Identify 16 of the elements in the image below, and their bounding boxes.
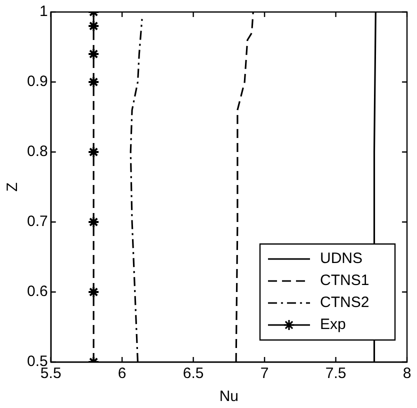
x-tick-label: 7 [260,365,269,382]
legend-label: CTNS2 [320,294,370,312]
x-tick-label: 6 [118,365,126,382]
y-tick-label: 0.7 [26,213,48,230]
y-tick-label: 0.6 [26,283,48,300]
legend-label: CTNS1 [320,272,370,290]
x-axis-title: Nu [219,388,239,406]
y-tick-label: 0.8 [26,143,48,160]
legend-label: Exp [320,316,346,334]
x-tick-label: 7.5 [325,365,346,382]
x-tick-label: 8 [402,365,412,382]
legend-label: UDNS [320,250,363,268]
x-tick-label: 6.5 [182,365,204,382]
y-axis-title: Z [4,182,22,192]
y-tick-label: 0.9 [26,73,48,90]
y-tick-label: 1 [40,3,48,20]
